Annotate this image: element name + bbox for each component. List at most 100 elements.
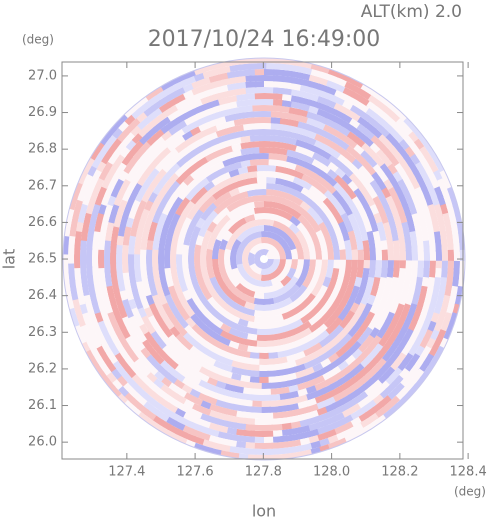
echo-cell: [363, 285, 373, 298]
echo-cell: [224, 132, 237, 141]
echo-cell: [292, 196, 304, 207]
echo-cell: [318, 221, 329, 234]
echo-cell: [229, 372, 242, 381]
echo-cell: [268, 141, 280, 148]
echo-cell: [398, 268, 406, 280]
echo-cell: [341, 276, 350, 289]
echo-cell: [311, 356, 323, 367]
echo-cell: [261, 110, 273, 118]
echo-cell: [235, 210, 247, 221]
echo-cell: [316, 108, 329, 119]
echo-cell: [134, 207, 144, 220]
echo-cell: [284, 173, 296, 183]
echo-cell: [440, 268, 448, 280]
echo-cell: [445, 277, 454, 289]
echo-cell: [345, 318, 357, 331]
echo-cell: [415, 276, 423, 289]
echo-cell: [244, 195, 256, 204]
echo-cell: [212, 346, 225, 357]
echo-cell: [299, 313, 312, 325]
echo-cell: [249, 153, 261, 160]
echo-cell: [110, 318, 120, 331]
echo-cell: [310, 349, 323, 360]
echo-cell: [245, 93, 257, 100]
echo-cell: [306, 435, 320, 444]
echo-cell: [134, 314, 145, 327]
echo-cell: [68, 270, 76, 283]
echo-cell: [262, 412, 274, 420]
echo-cell: [227, 89, 239, 97]
echo-cell: [341, 230, 351, 242]
echo-cell: [229, 230, 241, 242]
echo-cell: [219, 336, 231, 347]
echo-cell: [232, 391, 244, 400]
echo-cell: [360, 212, 370, 225]
echo-cell: [232, 385, 244, 394]
echo-cell: [376, 204, 387, 217]
echo-cell: [358, 195, 369, 208]
echo-cell: [190, 168, 202, 180]
echo-cell: [253, 285, 264, 293]
echo-cell: [209, 441, 222, 451]
echo-cell: [250, 388, 262, 395]
echo-cell: [127, 252, 135, 264]
echo-cell: [328, 359, 341, 370]
echo-cell: [275, 177, 287, 186]
echo-cell: [241, 393, 253, 401]
echo-cell: [289, 298, 302, 310]
echo-cell: [312, 292, 324, 305]
echo-cell: [179, 196, 191, 209]
echo-cell: [421, 276, 429, 289]
y-tick-label: 26.9: [28, 105, 57, 120]
echo-cell: [328, 204, 340, 217]
x-tick-label: 127.6: [176, 465, 213, 480]
echo-cell: [103, 257, 111, 269]
echo-cell: [356, 204, 367, 217]
echo-cell: [281, 204, 294, 215]
echo-cell: [146, 238, 154, 250]
echo-cell: [218, 96, 230, 106]
echo-cell: [170, 293, 181, 305]
echo-cell: [113, 215, 122, 228]
echo-cell: [225, 267, 235, 279]
echo-cell: [429, 240, 436, 252]
echo-cell: [91, 301, 101, 314]
echo-cell: [194, 262, 202, 274]
echo-cell: [246, 327, 258, 335]
echo-cell: [429, 249, 437, 261]
echo-cell: [299, 78, 312, 88]
echo-cell: [140, 266, 148, 278]
echo-cell: [273, 99, 285, 107]
echo-cell: [143, 220, 152, 233]
echo-cell: [209, 99, 222, 108]
echo-cell: [307, 199, 320, 211]
echo-cell: [124, 198, 135, 211]
echo-cell: [190, 132, 203, 143]
echo-cell: [342, 302, 353, 314]
echo-cell: [237, 184, 250, 194]
echo-cell: [203, 326, 215, 337]
echo-cell: [252, 442, 264, 450]
echo-cell: [447, 249, 455, 261]
echo-cell: [191, 305, 203, 317]
echo-cell: [291, 445, 304, 453]
echo-cell: [254, 74, 266, 82]
echo-cell: [299, 201, 312, 212]
echo-cell: [219, 316, 232, 327]
echo-cell: [211, 67, 224, 76]
echo-cell: [227, 101, 239, 110]
echo-cell: [299, 72, 312, 81]
echo-cell: [69, 224, 77, 237]
echo-cell: [203, 318, 216, 330]
echo-cell: [308, 185, 321, 197]
echo-cell: [171, 234, 180, 246]
echo-cell: [264, 80, 276, 88]
echo-cell: [227, 283, 240, 295]
echo-cell: [213, 221, 225, 233]
echo-cell: [183, 234, 192, 246]
echo-cell: [98, 248, 105, 259]
echo-cell: [308, 440, 321, 450]
echo-cell: [346, 188, 358, 201]
echo-cell: [149, 202, 159, 215]
echo-cell: [183, 271, 192, 283]
